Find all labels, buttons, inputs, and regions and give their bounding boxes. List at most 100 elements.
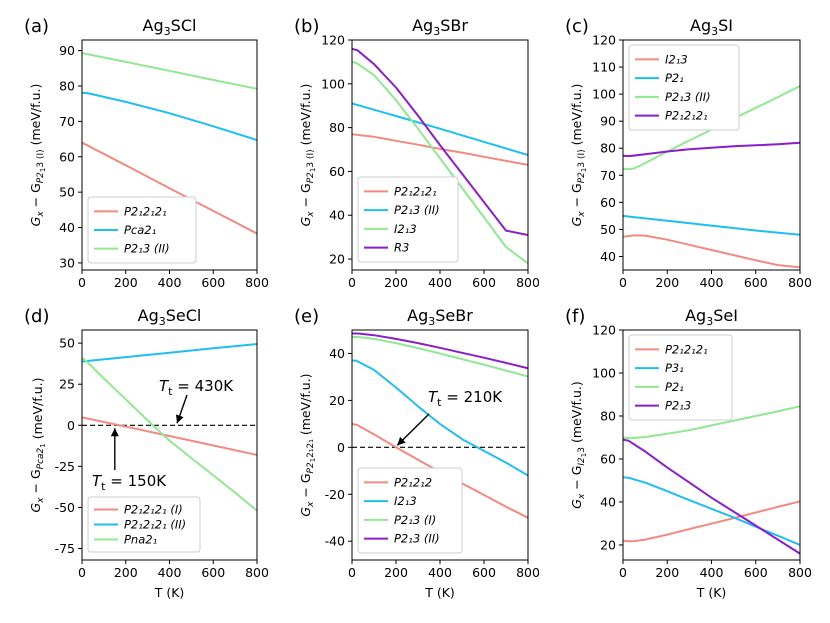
y-tick-label: 110	[592, 60, 616, 75]
y-axis-label: Gx − GP213 (I) (meV/f.u.)	[28, 84, 47, 227]
legend-entry-2: P2₁	[665, 71, 684, 85]
panel-title: Ag3SI	[690, 16, 733, 38]
panel-label: (c)	[565, 16, 589, 37]
series-line-1	[82, 416, 257, 456]
y-axis-label: Gx − GP212₁2₁ (meV/f.u.)	[298, 373, 317, 516]
x-tick-label: 0	[348, 275, 356, 290]
x-tick-label: 400	[700, 565, 724, 580]
panel-d: 0 200 400 600 800 -75 -50 -25 0 25 50 T (K) Gx − GPc…	[24, 306, 269, 600]
legend-entry-2: I2₁3	[394, 494, 417, 508]
legend-entry-3: P2₁	[665, 380, 684, 394]
legend: P2₁2₁2₁ Pca2₁ P2₁3 (II)	[87, 196, 197, 264]
legend-entry-1: P2₁2₁2	[394, 475, 432, 489]
y-tick-label: -25	[55, 459, 75, 474]
y-tick-label: 80	[329, 120, 345, 135]
y-tick-label: 100	[592, 87, 616, 102]
legend-entry-1: P2₁2₁2₁ (I)	[124, 503, 183, 517]
legend-entry-3: Pna2₁	[124, 533, 157, 547]
x-axis-label: T (K)	[696, 585, 727, 600]
y-tick-label: 90	[600, 114, 616, 129]
y-tick-label: 120	[321, 33, 345, 48]
series-group	[82, 343, 257, 512]
series-line-3	[82, 52, 257, 90]
series-line-3	[352, 60, 528, 265]
x-tick-label: 600	[744, 275, 768, 290]
series-line-2	[82, 343, 257, 363]
series-line-2	[352, 102, 528, 156]
y-axis-label: Gx − GP213 (I) (meV/f.u.)	[569, 84, 588, 227]
panel-e: 0 200 400 600 800 -40 -20 0 20 40 T (K) Gx − GP212₁…	[294, 306, 540, 600]
x-tick-label: 800	[788, 565, 812, 580]
x-tick-label: 400	[428, 565, 452, 580]
series-line-3	[82, 357, 257, 512]
series-line-2	[623, 214, 800, 236]
panel-label: (e)	[294, 306, 319, 327]
y-axis-label: Gx − GP213 (I) (meV/f.u.)	[298, 84, 317, 227]
y-tick-label: 0	[67, 418, 75, 433]
y-tick-label: 20	[329, 252, 345, 267]
series-line-1	[352, 133, 528, 166]
x-tick-label: 800	[245, 565, 269, 580]
x-tick-label: 0	[348, 565, 356, 580]
x-tick-label: 0	[619, 565, 627, 580]
y-tick-label: 120	[592, 323, 616, 338]
x-tick-label: 600	[201, 275, 225, 290]
x-axis-label: T (K)	[154, 585, 185, 600]
x-tick-label: 200	[655, 565, 679, 580]
y-tick-label: -50	[55, 500, 75, 515]
legend-entry-4: P2₁2₁2₁	[665, 109, 708, 123]
legend-entry-3: P2₁3 (II)	[124, 242, 170, 256]
y-tick-label: 80	[600, 408, 616, 423]
y-tick-label: -40	[325, 534, 345, 549]
transition-arrow-210	[396, 413, 430, 446]
y-tick-label: 100	[321, 76, 345, 91]
legend-entry-2: P3₁	[665, 361, 684, 375]
legend-box	[628, 44, 740, 131]
series-line-1	[623, 500, 800, 543]
series-line-4	[623, 438, 800, 555]
y-axis-label: Gx − GPca21 (meV/f.u.)	[28, 378, 47, 513]
panel-a: 0 200 400 600 800 30 40 50 60 70 80 90 Gx − GP213 (I…	[24, 16, 269, 290]
legend-box	[628, 334, 733, 421]
series-group	[352, 47, 528, 265]
legend-entry-1: P2₁2₁2₁	[394, 184, 437, 198]
series-line-4	[623, 141, 800, 158]
legend-entry-2: Pca2₁	[124, 223, 156, 237]
transition-annotation-150: Tt = 150K	[92, 472, 167, 493]
x-tick-label: 400	[428, 275, 452, 290]
y-tick-label: 50	[59, 185, 75, 200]
series-line-2	[623, 476, 800, 546]
x-tick-label: 800	[516, 275, 540, 290]
x-tick-label: 800	[788, 275, 812, 290]
y-tick-label: 90	[59, 43, 75, 58]
y-tick-label: 20	[600, 537, 616, 552]
legend: P2₁2₁2₁ P2₁3 (II) I2₁3 R3	[357, 176, 459, 263]
legend-entry-4: P2₁3 (II)	[394, 532, 440, 546]
y-tick-label: 40	[600, 249, 616, 264]
y-tick-label: 60	[329, 164, 345, 179]
legend-entry-1: I2₁3	[665, 52, 688, 66]
x-tick-label: 200	[655, 275, 679, 290]
legend-entry-4: P2₁3	[665, 399, 691, 413]
y-tick-label: 80	[59, 79, 75, 94]
legend-entry-2: P2₁2₁2₁ (II)	[124, 518, 186, 532]
y-tick-label: 70	[600, 168, 616, 183]
series-line-1	[352, 422, 528, 519]
x-tick-label: 0	[78, 275, 86, 290]
series-group	[623, 405, 800, 555]
y-tick-label: 40	[329, 346, 345, 361]
y-tick-label: -20	[325, 487, 345, 502]
y-tick-label: 30	[59, 255, 75, 270]
x-tick-label: 600	[744, 565, 768, 580]
series-line-3	[623, 405, 800, 440]
series-line-3	[352, 336, 528, 378]
x-tick-label: 200	[114, 565, 138, 580]
legend-entry-3: P2₁3 (I)	[394, 513, 436, 527]
y-tick-label: 60	[600, 195, 616, 210]
legend-box	[357, 467, 463, 554]
panel-label: (f)	[565, 306, 585, 327]
panel-title: Ag3SeI	[685, 306, 738, 328]
legend-entry-2: P2₁3 (II)	[394, 203, 440, 217]
y-tick-label: 50	[600, 222, 616, 237]
panel-title: Ag3SeCl	[138, 306, 202, 328]
